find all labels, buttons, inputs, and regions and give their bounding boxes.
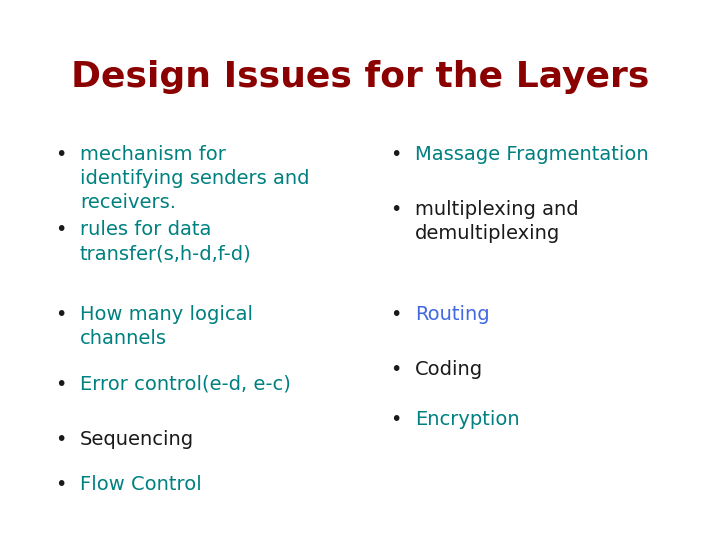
Text: mechanism for
identifying senders and
receivers.: mechanism for identifying senders and re… <box>80 145 310 213</box>
Text: •: • <box>55 475 66 494</box>
Text: •: • <box>390 305 401 324</box>
Text: Sequencing: Sequencing <box>80 430 194 449</box>
Text: rules for data
transfer(s,h-d,f-d): rules for data transfer(s,h-d,f-d) <box>80 220 252 263</box>
Text: Routing: Routing <box>415 305 490 324</box>
Text: •: • <box>55 375 66 394</box>
Text: Flow Control: Flow Control <box>80 475 202 494</box>
Text: •: • <box>390 360 401 379</box>
Text: Design Issues for the Layers: Design Issues for the Layers <box>71 60 649 94</box>
Text: •: • <box>55 305 66 324</box>
Text: •: • <box>55 430 66 449</box>
Text: •: • <box>390 410 401 429</box>
Text: •: • <box>55 145 66 164</box>
Text: Massage Fragmentation: Massage Fragmentation <box>415 145 649 164</box>
Text: multiplexing and
demultiplexing: multiplexing and demultiplexing <box>415 200 579 243</box>
Text: Encryption: Encryption <box>415 410 520 429</box>
Text: •: • <box>390 200 401 219</box>
Text: Error control(e-d, e-c): Error control(e-d, e-c) <box>80 375 291 394</box>
Text: •: • <box>55 220 66 239</box>
Text: Coding: Coding <box>415 360 483 379</box>
Text: How many logical
channels: How many logical channels <box>80 305 253 348</box>
Text: •: • <box>390 145 401 164</box>
